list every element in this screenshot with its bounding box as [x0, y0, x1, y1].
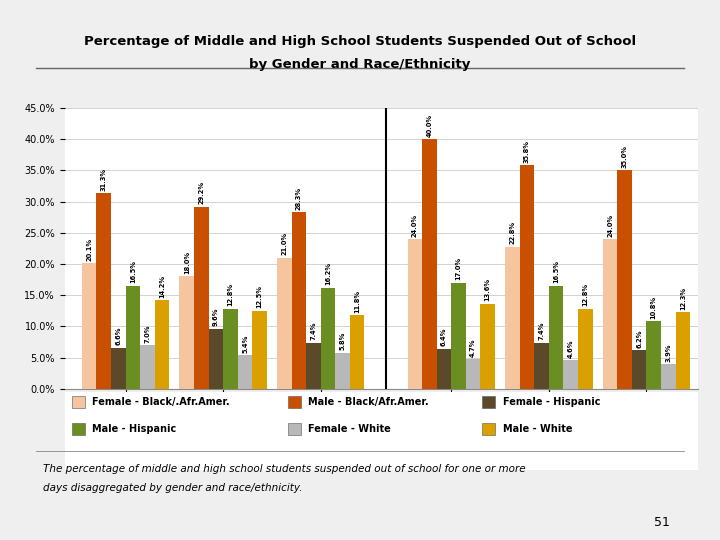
Text: 13.6%: 13.6%: [485, 278, 491, 301]
Text: 6.2%: 6.2%: [636, 329, 642, 348]
Bar: [675, 312, 690, 389]
Bar: [480, 304, 495, 389]
Text: 11.8%: 11.8%: [354, 289, 360, 313]
Text: 17.0%: 17.0%: [456, 257, 462, 280]
Text: Male - White: Male - White: [503, 424, 572, 434]
Bar: [422, 139, 437, 389]
Text: days disaggregated by gender and race/ethnicity.: days disaggregated by gender and race/et…: [43, 483, 302, 494]
Text: Percentage of Middle and High School Students Suspended Out of School: Percentage of Middle and High School Stu…: [84, 35, 636, 48]
Bar: [306, 342, 321, 389]
Text: 20.1%: 20.1%: [86, 238, 92, 261]
Bar: [336, 353, 350, 389]
Text: 29.2%: 29.2%: [198, 181, 204, 204]
Bar: [647, 321, 661, 389]
Text: 12.3%: 12.3%: [680, 286, 686, 309]
Bar: [408, 239, 422, 389]
Bar: [96, 193, 111, 389]
Text: 5.4%: 5.4%: [242, 334, 248, 353]
Bar: [505, 247, 520, 389]
Text: 3.9%: 3.9%: [665, 343, 671, 362]
Text: 21.0%: 21.0%: [282, 232, 287, 255]
Text: Female - Black/.Afr.Amer.: Female - Black/.Afr.Amer.: [92, 397, 230, 407]
Text: 16.5%: 16.5%: [130, 260, 136, 284]
Text: by Gender and Race/Ethnicity: by Gender and Race/Ethnicity: [249, 58, 471, 71]
Text: Male - Black/Afr.Amer.: Male - Black/Afr.Amer.: [308, 397, 429, 407]
Text: 4.6%: 4.6%: [568, 339, 574, 357]
Bar: [564, 360, 578, 389]
Text: 35.8%: 35.8%: [524, 140, 530, 163]
Bar: [451, 283, 466, 389]
Bar: [549, 286, 564, 389]
Text: 14.2%: 14.2%: [159, 274, 165, 298]
Bar: [140, 345, 155, 389]
Text: 4.7%: 4.7%: [470, 339, 476, 357]
Bar: [238, 355, 252, 389]
Text: 31.3%: 31.3%: [101, 168, 107, 191]
Bar: [252, 311, 267, 389]
Bar: [277, 258, 292, 389]
Bar: [321, 288, 336, 389]
Text: 12.8%: 12.8%: [582, 284, 588, 306]
Text: 7.0%: 7.0%: [145, 324, 150, 342]
Text: 9.6%: 9.6%: [213, 308, 219, 326]
Bar: [437, 349, 451, 389]
Bar: [179, 276, 194, 389]
Text: 16.5%: 16.5%: [553, 260, 559, 284]
Text: 24.0%: 24.0%: [607, 213, 613, 237]
Bar: [632, 350, 647, 389]
Text: 24.0%: 24.0%: [412, 213, 418, 237]
Bar: [534, 342, 549, 389]
Text: 35.0%: 35.0%: [621, 145, 628, 168]
Text: Female - White: Female - White: [308, 424, 391, 434]
Text: 6.4%: 6.4%: [441, 328, 447, 346]
Text: 16.2%: 16.2%: [325, 262, 331, 285]
Bar: [617, 171, 632, 389]
Text: Male - Hispanic: Male - Hispanic: [92, 424, 176, 434]
Bar: [661, 364, 675, 389]
Text: 40.0%: 40.0%: [426, 113, 433, 137]
Text: High School: High School: [188, 442, 258, 455]
Text: 5.8%: 5.8%: [340, 332, 346, 350]
Bar: [292, 212, 306, 389]
Bar: [466, 360, 480, 389]
Text: 12.5%: 12.5%: [256, 285, 263, 308]
Bar: [350, 315, 364, 389]
Bar: [111, 348, 125, 389]
Text: 10.8%: 10.8%: [651, 296, 657, 319]
Text: 6.6%: 6.6%: [115, 327, 122, 345]
Text: 7.4%: 7.4%: [539, 322, 544, 340]
Bar: [578, 309, 593, 389]
Text: 22.8%: 22.8%: [510, 221, 516, 244]
Bar: [603, 239, 617, 389]
Text: 18.0%: 18.0%: [184, 251, 190, 274]
Text: 28.3%: 28.3%: [296, 187, 302, 210]
Text: Middle School: Middle School: [508, 442, 590, 455]
Text: 12.8%: 12.8%: [228, 284, 233, 306]
Bar: [125, 286, 140, 389]
Bar: [223, 309, 238, 389]
Text: 7.4%: 7.4%: [310, 322, 317, 340]
Bar: [82, 264, 96, 389]
Bar: [209, 329, 223, 389]
Bar: [155, 300, 169, 389]
Bar: [194, 207, 209, 389]
Text: Female - Hispanic: Female - Hispanic: [503, 397, 600, 407]
Text: 51: 51: [654, 516, 670, 529]
Text: The percentage of middle and high school students suspended out of school for on: The percentage of middle and high school…: [43, 464, 526, 475]
Bar: [520, 165, 534, 389]
